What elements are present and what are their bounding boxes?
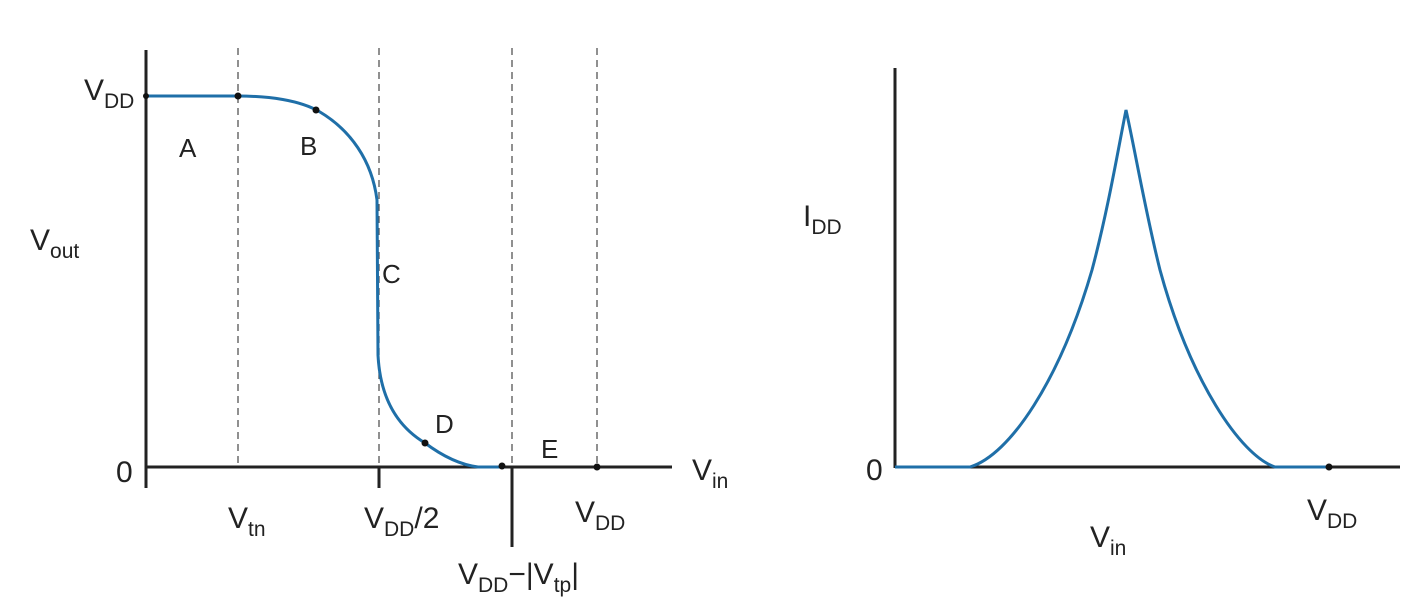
tick-label-vtn: Vtn (228, 502, 266, 541)
vtc-y-top-label: VDD (84, 74, 134, 113)
point-vdd-x (593, 463, 601, 471)
tick-label-vdd: VDD (575, 496, 625, 535)
region-b-label: B (300, 131, 317, 161)
point-d (421, 439, 429, 447)
region-d-label: D (435, 409, 454, 439)
point-vdd-y (143, 93, 149, 99)
region-e-label: E (541, 434, 558, 464)
idd-y-axis-label: IDD (803, 200, 842, 239)
region-c-label: C (382, 259, 401, 289)
point-idd-vdd (1325, 463, 1333, 471)
vtc-curve (146, 94, 505, 469)
vtc-y-axis-label: Vout (30, 224, 79, 263)
region-a-label: A (179, 133, 197, 163)
vtc-x-axis-label: Vin (692, 454, 728, 493)
point-vtn (234, 92, 242, 100)
vtc-plot: VDD Vout 0 Vin A B C D E Vtn VDD/2 VDD−|… (30, 48, 728, 597)
vtc-origin-label: 0 (116, 456, 133, 489)
idd-curve (895, 109, 1330, 469)
point-b (312, 106, 320, 114)
idd-plot: IDD 0 Vin VDD (803, 68, 1400, 560)
idd-tick-label-vdd: VDD (1307, 494, 1357, 533)
tick-label-vdd-minus-vtp: VDD−|Vtp| (458, 558, 579, 597)
point-e (498, 462, 506, 470)
tick-label-vdd-half: VDD/2 (364, 502, 439, 541)
idd-origin-label: 0 (866, 454, 883, 487)
idd-x-axis-label: Vin (1090, 521, 1126, 560)
